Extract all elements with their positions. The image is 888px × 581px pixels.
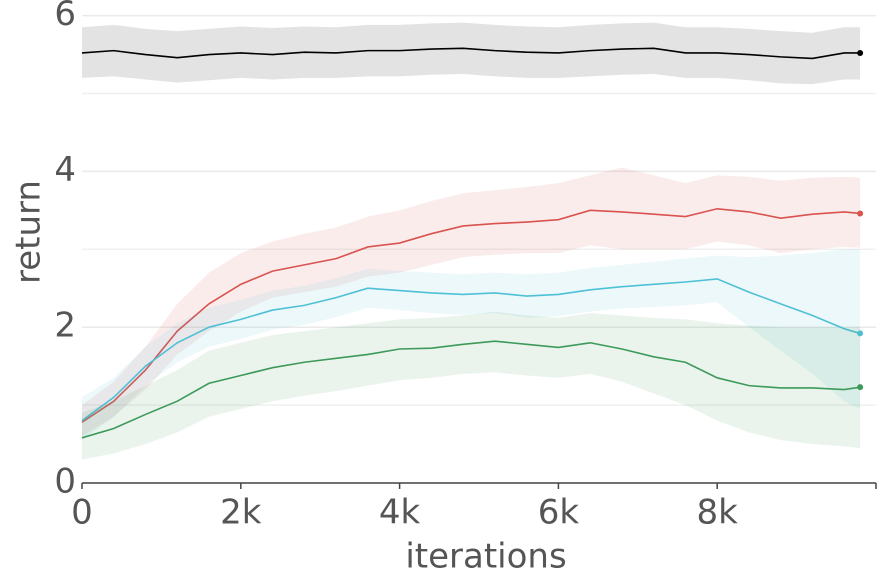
end-point bbox=[857, 384, 864, 391]
series-line bbox=[81, 340, 861, 439]
x-axis-title: iterations bbox=[405, 537, 566, 577]
series-line bbox=[81, 47, 861, 60]
x-tick-label: 2k bbox=[220, 493, 262, 533]
end-point bbox=[857, 49, 864, 56]
x-tick-label: 6k bbox=[538, 493, 580, 533]
y-tick-label: 0 bbox=[54, 462, 76, 502]
confidence-band bbox=[82, 167, 861, 437]
x-tick-label: 8k bbox=[697, 493, 739, 533]
x-tick-label: 4k bbox=[379, 493, 421, 533]
y-tick-label: 4 bbox=[54, 150, 76, 190]
confidence-band bbox=[82, 249, 861, 441]
x-tick-label: 0 bbox=[71, 493, 93, 533]
series-line bbox=[81, 207, 861, 423]
y-tick-label: 6 bbox=[54, 0, 76, 34]
end-point bbox=[857, 330, 864, 337]
confidence-band bbox=[82, 311, 861, 460]
end-point bbox=[857, 210, 864, 217]
y-axis-title: return bbox=[9, 180, 49, 284]
series-line bbox=[81, 278, 861, 422]
confidence-band bbox=[82, 22, 861, 85]
y-tick-label: 2 bbox=[54, 306, 76, 346]
